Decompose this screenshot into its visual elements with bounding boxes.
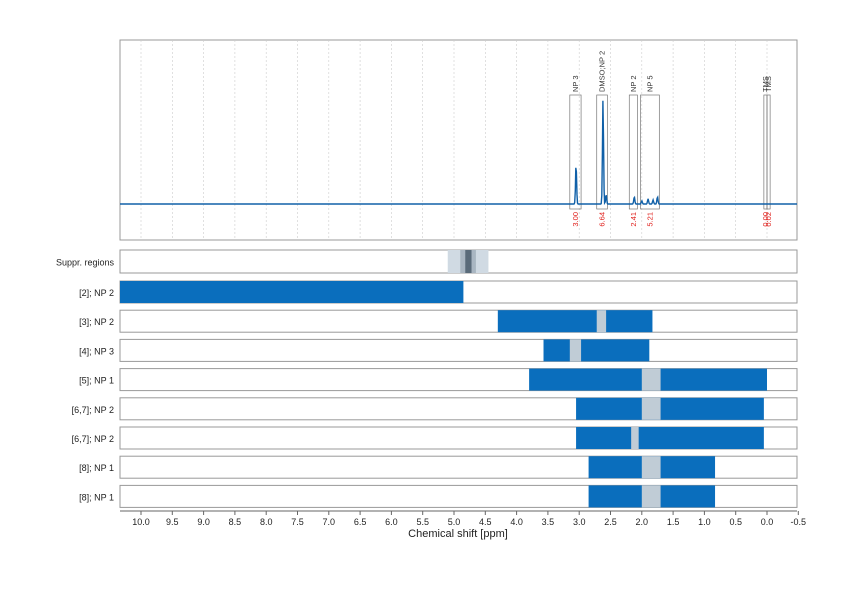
x-axis-label: Chemical shift [ppm] <box>408 528 508 540</box>
annotation-box <box>766 94 771 210</box>
x-tick-label: 7.0 <box>323 517 336 527</box>
x-tick-label: 7.5 <box>291 517 304 527</box>
x-tick-label: 4.5 <box>479 517 492 527</box>
x-tick-label: 3.0 <box>573 517 586 527</box>
row-bar <box>120 281 464 303</box>
x-tick-label: 2.5 <box>604 517 617 527</box>
x-tick-label: 1.5 <box>667 517 680 527</box>
row-bar <box>576 427 764 449</box>
x-tick-label: 5.5 <box>416 517 429 527</box>
integral-label: 3.00 <box>571 212 580 227</box>
region-row: [6,7]; NP 2 <box>72 397 798 421</box>
x-tick-label: 1.0 <box>698 517 711 527</box>
row-bar <box>543 339 650 362</box>
row-suppressed-gap <box>641 485 661 508</box>
integral-label: 0.00 <box>761 212 770 227</box>
row-suppressed-gap <box>641 368 661 391</box>
row-bar <box>576 397 764 420</box>
annotation-box <box>640 94 660 210</box>
x-tick-label: -0.5 <box>791 517 807 527</box>
annotation-label: TMS <box>761 76 770 92</box>
row-suppressed-gap <box>631 427 639 449</box>
spectrum-panel: NP 3 3.00 DMSO;NP 2 6.64 NP 2 2.41 NP 5 5.21 TMS… <box>119 39 798 241</box>
region-row: [8]; NP 1 <box>79 455 798 479</box>
row-label: [8]; NP 1 <box>79 492 114 502</box>
x-tick-label: 3.5 <box>542 517 555 527</box>
region-row: [8]; NP 1 <box>79 484 798 508</box>
x-tick-label: 4.0 <box>510 517 523 527</box>
annotation-box <box>569 94 582 210</box>
row-frame <box>119 309 798 333</box>
x-tick-label: 9.0 <box>197 517 210 527</box>
x-tick-label: 2.0 <box>636 517 649 527</box>
region-row: [4]; NP 3 <box>79 338 798 362</box>
row-suppressed-gap <box>641 456 661 479</box>
spectrum-line <box>120 100 797 206</box>
annotation-label: TMS <box>764 76 773 92</box>
x-tick-label: 5.0 <box>448 517 461 527</box>
region-row: [3]; NP 2 <box>79 309 798 333</box>
annotation-box <box>628 94 638 210</box>
row-suppressed-gap <box>596 310 607 333</box>
row-suppressed-gap <box>569 339 582 362</box>
integral-label: 5.21 <box>645 212 654 227</box>
row-label: [4]; NP 3 <box>79 346 114 356</box>
integral-label: 0.02 <box>764 212 773 227</box>
annotation-label: NP 2 <box>629 75 638 92</box>
suppressed-row-label: Suppr. regions <box>56 258 115 268</box>
suppressed-inner <box>465 250 472 273</box>
annotation-label: DMSO;NP 2 <box>598 51 607 92</box>
region-row: [2]; NP 2 <box>79 280 798 304</box>
x-tick-label: 8.5 <box>229 517 242 527</box>
region-rows-panel: [2]; NP 2 [3]; NP 2 [4]; NP 3 [5]; NP 1 [6,7… <box>72 280 798 508</box>
x-tick-label: 0.0 <box>761 517 774 527</box>
annotation-box <box>596 94 608 210</box>
region-row: [6,7]; NP 2 <box>72 426 798 450</box>
row-label: [2]; NP 2 <box>79 288 114 298</box>
x-tick-label: 0.5 <box>729 517 742 527</box>
annotation-label: NP 3 <box>571 75 580 92</box>
x-axis: 10.0 9.5 9.0 8.5 8.0 7.5 7.0 6.5 6.0 5.5 5.0 4.5 4.0… <box>120 510 807 527</box>
x-tick-label: 6.5 <box>354 517 367 527</box>
spectrum-frame <box>119 39 798 241</box>
row-label: [6,7]; NP 2 <box>72 434 114 444</box>
row-label: [5]; NP 1 <box>79 376 114 386</box>
row-suppressed-gap <box>641 397 661 420</box>
x-tick-label: 6.0 <box>385 517 398 527</box>
region-row: [5]; NP 1 <box>79 368 798 392</box>
row-frame <box>119 338 798 362</box>
x-tick-label: 9.5 <box>166 517 179 527</box>
row-label: [6,7]; NP 2 <box>72 405 114 415</box>
integral-label: 6.64 <box>598 212 607 227</box>
row-label: [3]; NP 2 <box>79 317 114 327</box>
row-label: [8]; NP 1 <box>79 463 114 473</box>
x-tick-label: 8.0 <box>260 517 273 527</box>
integral-label: 2.41 <box>629 212 638 227</box>
x-tick-label: 10.0 <box>132 517 150 527</box>
row-bar <box>497 310 653 333</box>
suppressed-regions-panel: Suppr. regions <box>56 249 798 274</box>
annotation-label: NP 5 <box>645 75 654 92</box>
